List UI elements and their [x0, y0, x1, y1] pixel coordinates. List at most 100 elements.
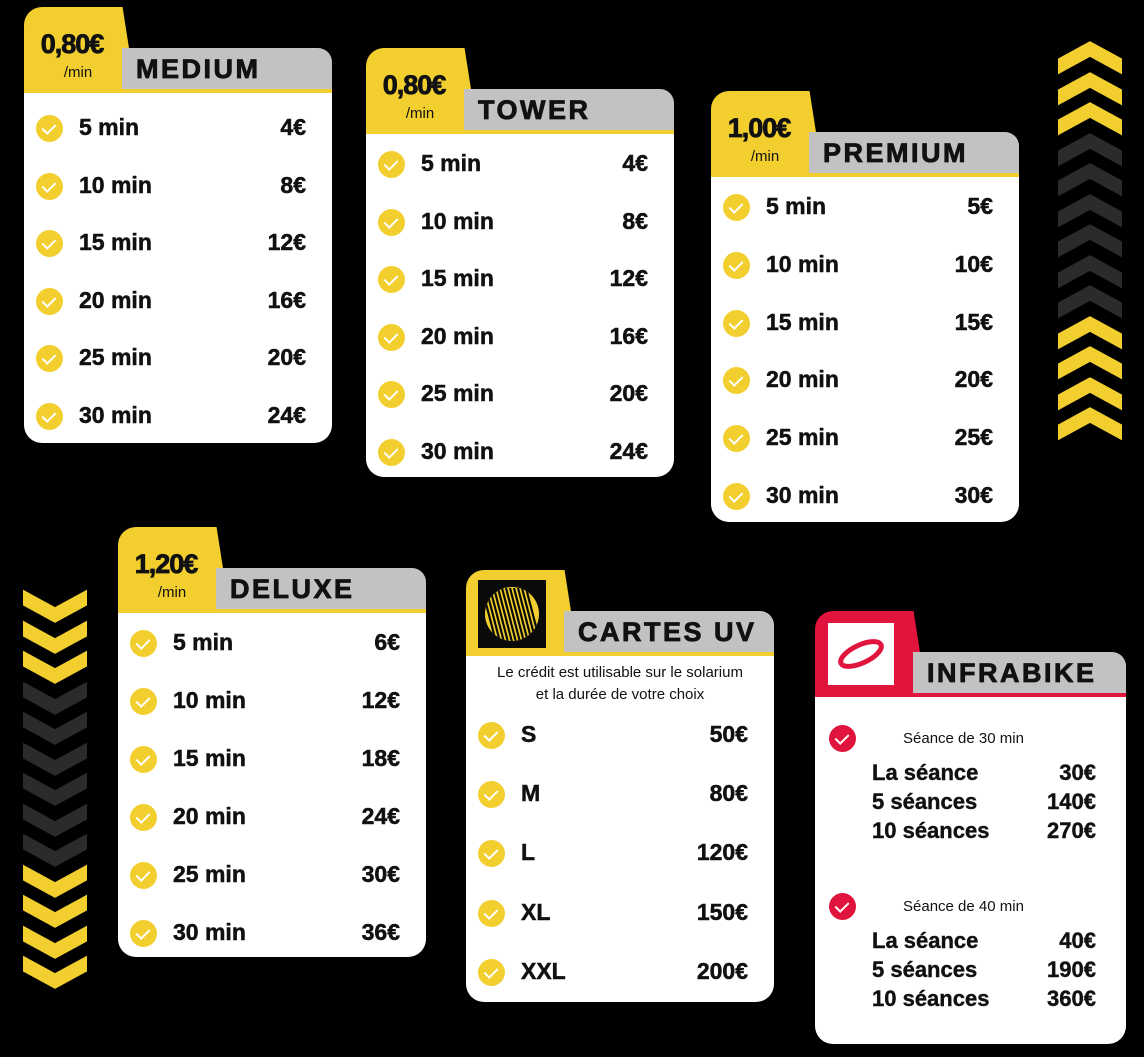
row-price: 150€ — [696, 898, 749, 925]
card-header: INFRABIKE — [913, 652, 1126, 697]
card-title: PREMIUM — [823, 138, 968, 169]
rate-unit: /min — [63, 64, 93, 81]
price-row: 20 min 20€ — [711, 365, 1019, 395]
card-header: CARTES UV — [564, 611, 774, 656]
check-icon — [478, 840, 505, 868]
price-row: 10 min 8€ — [24, 171, 332, 201]
price-row: 15 min 15€ — [711, 308, 1019, 338]
check-icon — [36, 172, 63, 200]
check-icon — [478, 899, 505, 927]
check-icon — [723, 425, 750, 453]
row-label: 15 min — [421, 265, 494, 292]
row-label: 5 min — [173, 629, 234, 656]
check-icon — [130, 630, 157, 657]
price-row: 10 min 12€ — [118, 686, 426, 716]
card-tab — [366, 48, 478, 134]
row-price: 36€ — [361, 919, 400, 946]
row-label: XXL — [521, 957, 566, 985]
session-label: Séance de 40 min — [903, 898, 1024, 915]
card-title: INFRABIKE — [927, 658, 1097, 689]
session-price-row: 10 séances 360€ — [872, 986, 1096, 1014]
price-row: 15 min 12€ — [366, 264, 674, 294]
session-price-row: 5 séances 190€ — [872, 957, 1096, 985]
price-row: 30 min 36€ — [118, 918, 426, 948]
session-price: 190€ — [1047, 957, 1096, 982]
price-row: 20 min 24€ — [118, 802, 426, 832]
price-row: XXL 200€ — [466, 957, 774, 987]
row-price: 8€ — [280, 171, 306, 198]
card-note: Le crédit est utilisable sur le solarium — [497, 664, 743, 681]
session-price-row: La séance 40€ — [872, 928, 1096, 956]
price-row: 30 min 30€ — [711, 481, 1019, 511]
row-label: 10 min — [79, 171, 152, 198]
price-row: 15 min 12€ — [24, 228, 332, 258]
price-row: 25 min 20€ — [366, 379, 674, 409]
price-row: XL 150€ — [466, 898, 774, 928]
price-row: 20 min 16€ — [366, 322, 674, 352]
row-price: 200€ — [696, 957, 749, 985]
card-header: PREMIUM — [809, 132, 1019, 177]
card-note: et la durée de votre choix — [535, 686, 705, 703]
row-price: 30€ — [361, 861, 400, 888]
rate-per-min: 0,80€ — [382, 70, 446, 101]
session-price: 270€ — [1047, 818, 1096, 843]
check-icon — [378, 151, 405, 178]
row-price: 5€ — [967, 193, 993, 220]
row-label: 15 min — [79, 229, 152, 256]
price-row: 25 min 30€ — [118, 860, 426, 890]
session-qty: La séance — [872, 760, 979, 785]
row-label: L — [521, 839, 536, 866]
check-icon — [378, 323, 405, 351]
card-body: 5 min 4€ 10 min 8€ 15 min 12€ 20 min 16€ 25 min 2… — [366, 134, 674, 477]
row-price: 25€ — [954, 424, 993, 451]
row-price: 50€ — [709, 721, 748, 748]
row-price: 6€ — [374, 629, 400, 656]
session-price: 40€ — [1059, 928, 1096, 953]
card-title: CARTES UV — [578, 617, 757, 648]
row-price: 12€ — [267, 229, 306, 256]
card-header: TOWER — [464, 89, 674, 134]
row-price: 24€ — [609, 438, 648, 465]
row-price: 4€ — [280, 114, 306, 141]
check-icon — [36, 115, 63, 142]
row-label: 20 min — [173, 803, 246, 830]
row-label: 30 min — [421, 438, 494, 465]
price-row: 30 min 24€ — [366, 437, 674, 467]
row-price: 120€ — [696, 839, 749, 866]
row-price: 20€ — [609, 380, 648, 407]
session-price-row: 10 séances 270€ — [872, 818, 1096, 846]
row-label: 10 min — [173, 687, 246, 714]
price-row: 10 min 10€ — [711, 250, 1019, 280]
session-price: 140€ — [1047, 789, 1096, 814]
check-icon — [130, 920, 157, 947]
row-price: 10€ — [954, 250, 993, 278]
price-row: L 120€ — [466, 838, 774, 868]
row-label: 25 min — [766, 424, 839, 451]
check-icon — [130, 746, 157, 773]
check-icon — [36, 287, 63, 315]
check-icon — [478, 722, 505, 749]
row-label: 25 min — [173, 861, 246, 888]
card-header: DELUXE — [216, 568, 426, 613]
row-label: 15 min — [766, 308, 839, 335]
session-price-row: 5 séances 140€ — [872, 789, 1096, 817]
session-qty: La séance — [872, 928, 979, 953]
check-icon — [130, 862, 157, 889]
row-price: 15€ — [954, 308, 993, 335]
check-icon — [723, 367, 750, 395]
row-label: 20 min — [79, 286, 152, 314]
check-icon — [130, 688, 157, 715]
check-icon — [36, 345, 63, 373]
check-icon — [36, 403, 63, 430]
row-price: 16€ — [267, 286, 306, 314]
rate-unit: /min — [157, 584, 187, 601]
infrabike-logo — [828, 623, 894, 685]
card-title: DELUXE — [230, 574, 355, 605]
price-row: 15 min 18€ — [118, 744, 426, 774]
session-price-row: La séance 30€ — [872, 760, 1096, 788]
price-row: 5 min 5€ — [711, 192, 1019, 222]
check-icon — [723, 483, 750, 510]
price-row: 5 min 6€ — [118, 628, 426, 658]
price-row: 25 min 25€ — [711, 423, 1019, 453]
check-icon — [378, 381, 405, 409]
